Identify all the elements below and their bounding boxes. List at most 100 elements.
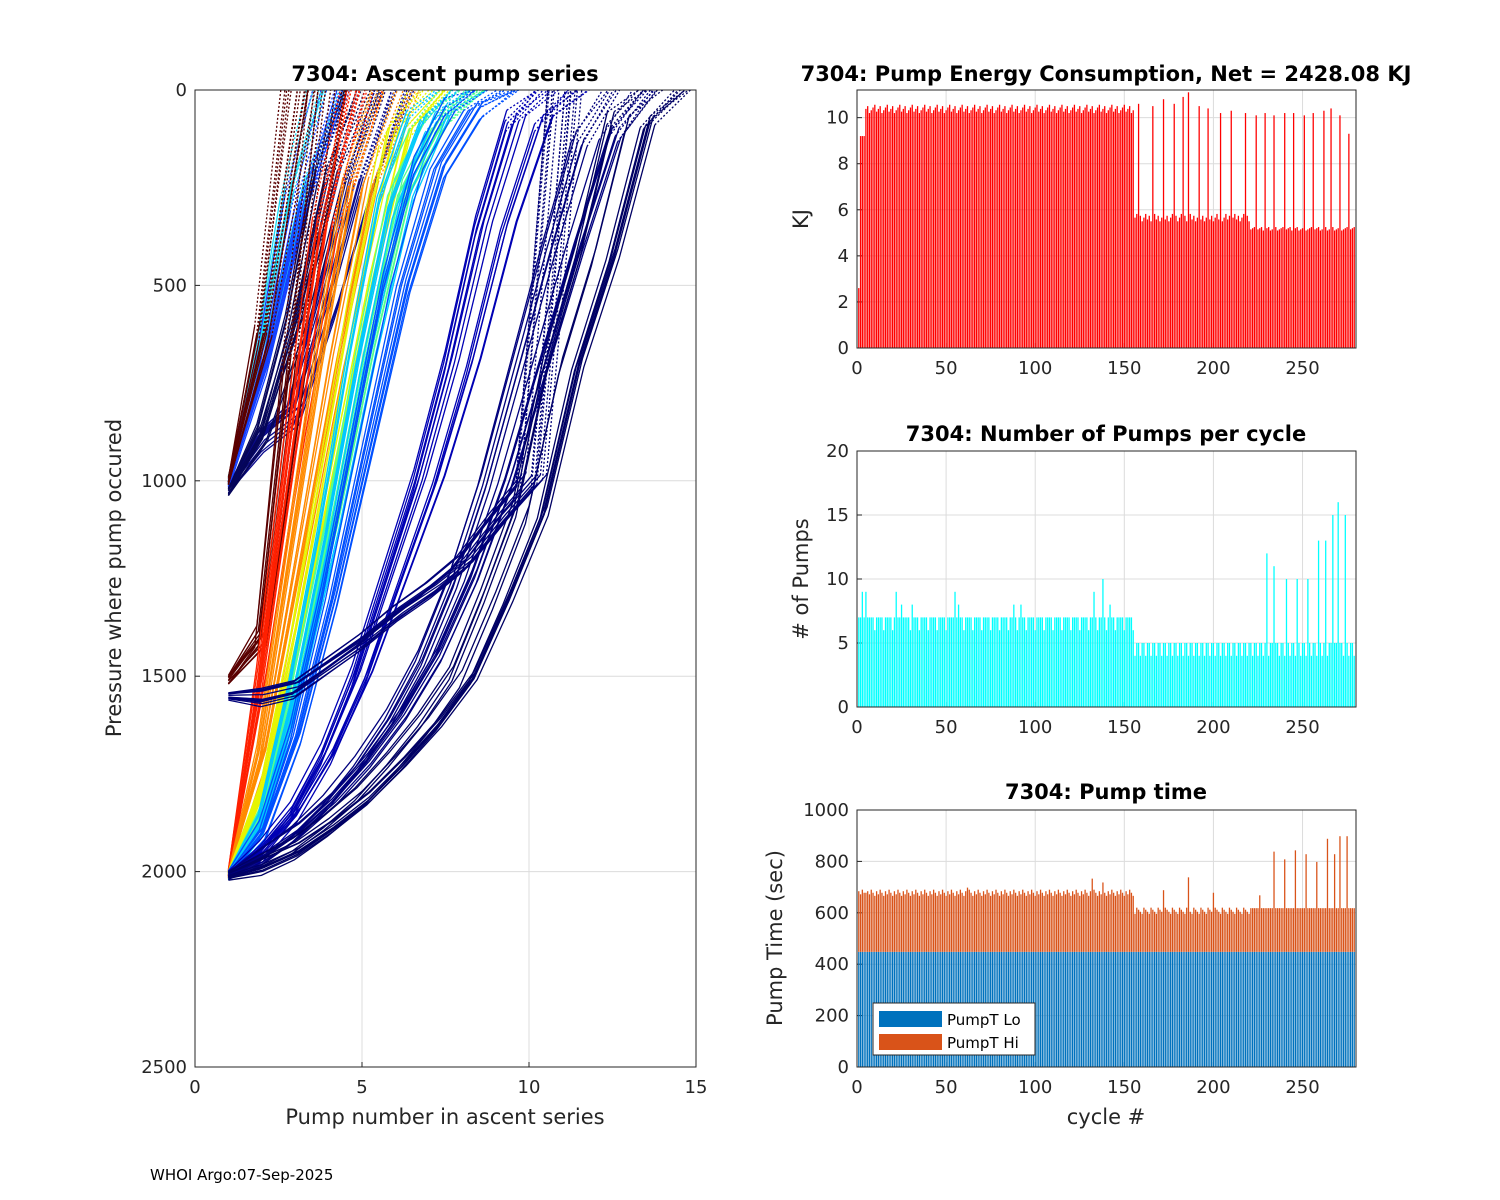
- bar-pumpt-hi: [1218, 911, 1220, 952]
- bar-pumpt-lo: [1177, 951, 1179, 1067]
- bar-pumpt-lo: [1194, 951, 1197, 1067]
- ascent-surface-segment: [315, 89, 347, 232]
- bar: [1287, 228, 1289, 348]
- bar: [938, 617, 940, 707]
- bar: [931, 617, 933, 707]
- bar-pumpt-lo: [1173, 951, 1175, 1067]
- bar-pumpt-hi: [1088, 895, 1090, 952]
- bar-pumpt-hi: [1246, 911, 1248, 952]
- bar-pumpt-lo: [1043, 951, 1045, 1067]
- bar: [1170, 217, 1172, 348]
- y-tick-label: 4: [838, 246, 849, 267]
- bar-pumpt-lo: [1235, 951, 1238, 1067]
- bar-pumpt-lo: [1243, 951, 1245, 1067]
- bar: [1219, 655, 1222, 707]
- bar: [1020, 604, 1022, 707]
- bar: [1170, 643, 1172, 707]
- bar: [934, 617, 937, 707]
- ascent-series-line: [228, 115, 631, 874]
- ascent-surface-segment: [326, 89, 361, 226]
- bar: [1294, 228, 1297, 348]
- ascent-surface-segment: [336, 89, 374, 235]
- ascent-surface-segment: [295, 89, 332, 357]
- bar: [922, 617, 924, 707]
- bar: [988, 111, 990, 349]
- bar: [1139, 655, 1141, 707]
- bar: [1285, 579, 1288, 707]
- bar-pumpt-hi: [943, 892, 945, 952]
- bar: [1086, 104, 1088, 349]
- bar: [1107, 617, 1109, 707]
- bar-pumpt-lo: [1187, 951, 1190, 1067]
- bar: [945, 110, 947, 349]
- ascent-surface-segment: [280, 89, 309, 374]
- bar: [1029, 617, 1031, 707]
- bar-pumpt-hi: [1223, 909, 1225, 952]
- bar: [1255, 115, 1257, 348]
- y-tick-label: 5: [838, 633, 849, 654]
- bar-pumpt-hi: [1305, 854, 1307, 952]
- bar: [1342, 229, 1345, 348]
- ascent-series-line: [228, 112, 608, 873]
- bar-pumpt-hi: [997, 892, 999, 952]
- bar: [988, 617, 990, 707]
- ascent-series-line: [228, 134, 610, 876]
- bar: [1253, 227, 1256, 348]
- legend-swatch-lo: [879, 1011, 942, 1027]
- bar: [906, 113, 908, 348]
- ascent-series-line: [227, 110, 508, 872]
- bar: [1031, 113, 1033, 348]
- ascent-pump-axes: 0 5 10 15 0 500 1000 1500 2000 2500 7304: Ascent …: [102, 62, 707, 1129]
- bar: [1321, 655, 1323, 707]
- bar: [1350, 229, 1352, 348]
- bar-pumpt-hi: [1312, 908, 1314, 952]
- bar: [1326, 230, 1329, 348]
- bar: [1193, 655, 1195, 707]
- bar-pumpt-lo: [1280, 951, 1282, 1067]
- bar-pumpt-lo: [1109, 951, 1111, 1067]
- bar: [1096, 630, 1099, 707]
- bar: [1218, 643, 1220, 707]
- bar: [1202, 643, 1204, 707]
- bar: [1296, 579, 1298, 707]
- bar: [883, 630, 885, 707]
- bar: [863, 136, 865, 348]
- bar: [1082, 110, 1084, 349]
- pumptime-tick-labels: 0 50 100 150 200 250 0 200 400 600 800 1000: [803, 800, 1320, 1098]
- bar: [1342, 655, 1345, 707]
- bar: [1225, 655, 1227, 707]
- energy-tick-labels: 0 50 100 150 200 250 0 2 4 6 8 10: [826, 108, 1320, 379]
- bar: [1059, 617, 1061, 707]
- bar-pumpt-lo: [1310, 951, 1313, 1067]
- bar: [1157, 643, 1159, 707]
- bar-pumpt-hi: [1143, 907, 1145, 952]
- bar: [861, 136, 863, 348]
- bar: [1282, 227, 1284, 348]
- bar: [975, 617, 978, 707]
- bar: [1145, 655, 1147, 707]
- bar-pumpt-hi: [1016, 895, 1019, 952]
- bar: [1050, 111, 1052, 349]
- bar-pumpt-hi: [1191, 913, 1193, 952]
- bar-pumpt-hi: [1186, 907, 1188, 952]
- bar-pumpt-lo: [1189, 951, 1191, 1067]
- bar-pumpt-lo: [1216, 951, 1218, 1067]
- bar: [1328, 229, 1330, 348]
- bar-pumpt-lo: [1107, 951, 1109, 1067]
- bar-pumpt-lo: [1353, 951, 1355, 1067]
- ascent-surface-segment: [324, 89, 358, 233]
- bar-pumpt-lo: [1232, 951, 1234, 1067]
- ascent-surface-segment: [530, 89, 566, 477]
- ascent-axes-box: [194, 89, 697, 1068]
- bar: [998, 630, 1001, 707]
- bar-pumpt-lo: [1223, 951, 1225, 1067]
- bar-pumpt-lo: [1152, 951, 1154, 1067]
- bar: [1123, 630, 1125, 707]
- bar: [1004, 617, 1006, 707]
- bar: [1032, 110, 1035, 349]
- bar: [1209, 219, 1211, 348]
- bar-pumpt-hi: [1148, 913, 1150, 952]
- bar-pumpt-hi: [959, 889, 961, 952]
- bar-pumpt-hi: [982, 891, 985, 952]
- bar: [1175, 215, 1177, 348]
